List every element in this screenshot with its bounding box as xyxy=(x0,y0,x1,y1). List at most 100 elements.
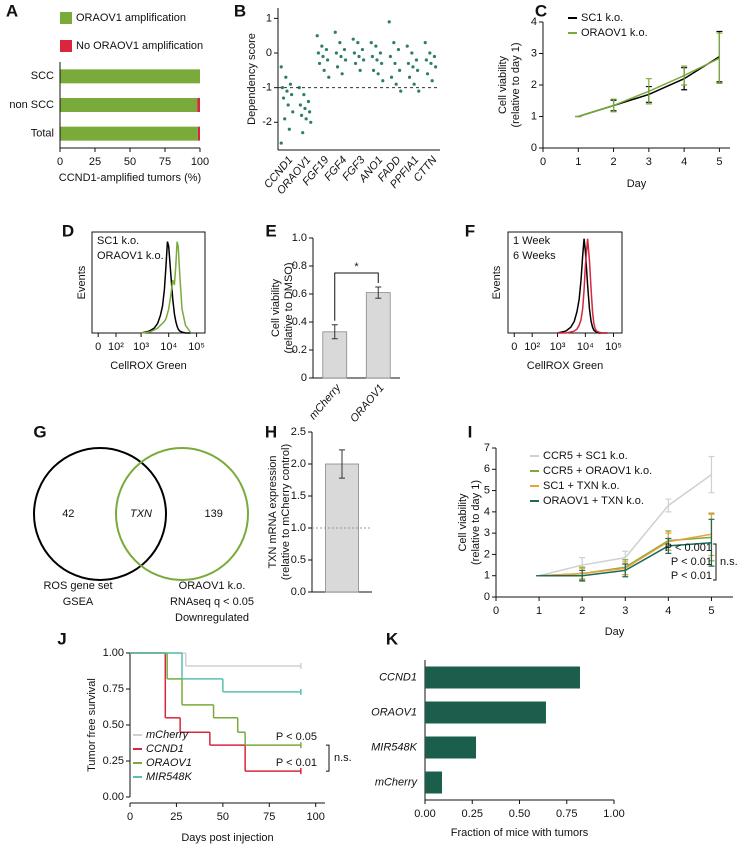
category-label: ORAOV1 xyxy=(348,382,387,425)
point xyxy=(392,41,396,45)
error-bar xyxy=(645,78,652,105)
point xyxy=(342,47,347,52)
y-tick-label: 4 xyxy=(484,506,490,518)
legend-label: MIR548K xyxy=(146,771,193,783)
y-tick-label: 0.5 xyxy=(291,554,306,566)
error-bar xyxy=(708,518,715,567)
category-label: mCherry xyxy=(375,776,419,788)
category-label: CCND1 xyxy=(379,671,417,683)
point xyxy=(387,20,391,24)
legend-label: ORAOV1 xyxy=(146,757,192,769)
point xyxy=(430,79,434,83)
bracket-label: n.s. xyxy=(720,556,738,568)
x-tick-label: 0.25 xyxy=(462,808,483,820)
x-tick-label: 5 xyxy=(716,156,722,168)
point xyxy=(432,54,437,59)
x-tick-label: 0.50 xyxy=(509,808,530,820)
point xyxy=(414,58,419,62)
panel-label: H xyxy=(265,422,277,441)
legend-label: 1 Week xyxy=(513,235,551,247)
point xyxy=(360,47,365,52)
x-tick-label: 10² xyxy=(524,341,540,353)
y-tick-label: -2 xyxy=(262,116,272,128)
venn-set xyxy=(115,447,249,581)
y-tick-label: 0.6 xyxy=(292,288,307,300)
legend-label: CCND1 xyxy=(146,743,184,755)
plot-frame xyxy=(507,231,623,334)
point xyxy=(301,131,305,135)
y-tick-label: 0.2 xyxy=(292,344,307,356)
bar xyxy=(425,666,580,689)
point xyxy=(394,82,398,86)
point xyxy=(321,54,325,59)
y-axis-label: (relative to day 1) xyxy=(510,43,522,128)
point xyxy=(406,61,410,66)
bar-segment xyxy=(60,98,198,112)
x-axis-label: Day xyxy=(605,626,625,638)
point xyxy=(378,51,383,55)
x-tick-label: 0 xyxy=(511,341,517,353)
bracket-label: n.s. xyxy=(334,752,352,764)
error-bar xyxy=(716,32,723,85)
panel-label: I xyxy=(468,422,473,441)
point xyxy=(320,44,324,48)
category-label: Total xyxy=(31,128,54,140)
y-axis-label: Cell viability xyxy=(270,278,282,337)
point xyxy=(339,54,343,59)
significance-bracket xyxy=(334,272,379,321)
legend-swatch xyxy=(60,40,72,52)
point xyxy=(304,117,308,121)
bar-segment xyxy=(60,126,198,141)
legend-label: SC1 k.o. xyxy=(581,12,623,24)
point xyxy=(398,68,402,72)
y-tick-label: -1 xyxy=(262,82,272,94)
point xyxy=(416,68,420,72)
point xyxy=(399,89,403,93)
error-bar xyxy=(579,569,586,582)
point xyxy=(324,47,329,52)
point xyxy=(423,41,427,45)
point xyxy=(376,72,380,76)
point xyxy=(371,68,376,72)
point xyxy=(412,82,416,86)
bar-segment xyxy=(60,69,200,84)
set-label: GSEA xyxy=(63,596,94,608)
y-tick-label: 3 xyxy=(531,47,537,59)
x-tick-label: 3 xyxy=(646,156,652,168)
point xyxy=(280,86,284,90)
point xyxy=(388,54,392,59)
category-label: ORAOV1 xyxy=(371,706,417,718)
point xyxy=(393,61,397,66)
y-tick-label: 0 xyxy=(266,47,272,59)
point xyxy=(285,89,289,93)
point xyxy=(429,61,433,66)
y-tick-label: 0.8 xyxy=(292,260,307,272)
annotation: P < 0.01 xyxy=(276,757,317,769)
x-tick-label: 1.00 xyxy=(603,808,624,820)
x-axis-label: CellROX Green xyxy=(527,360,603,372)
point xyxy=(425,72,430,76)
point xyxy=(335,65,340,69)
point xyxy=(356,41,360,45)
panel-label: B xyxy=(234,1,246,20)
y-axis-label: Dependency score xyxy=(246,33,258,125)
x-axis-label: CCND1-amplified tumors (%) xyxy=(59,172,201,184)
x-tick-label: 0 xyxy=(127,811,133,823)
histogram-curve xyxy=(141,241,192,334)
panel-label: K xyxy=(386,629,399,648)
x-tick-label: 10² xyxy=(108,341,124,353)
y-tick-label: 5 xyxy=(484,484,490,496)
y-tick-label: 1 xyxy=(531,110,537,122)
y-tick-label: 0.4 xyxy=(292,316,307,328)
histogram-curve xyxy=(557,238,608,334)
point xyxy=(303,106,307,111)
point xyxy=(284,75,288,79)
error-bar xyxy=(622,563,629,578)
point xyxy=(344,58,348,62)
point xyxy=(358,68,362,72)
x-tick-label: 100 xyxy=(191,156,209,168)
point xyxy=(288,82,293,86)
x-tick-label: 2 xyxy=(579,605,585,617)
significance-label: * xyxy=(354,261,359,273)
